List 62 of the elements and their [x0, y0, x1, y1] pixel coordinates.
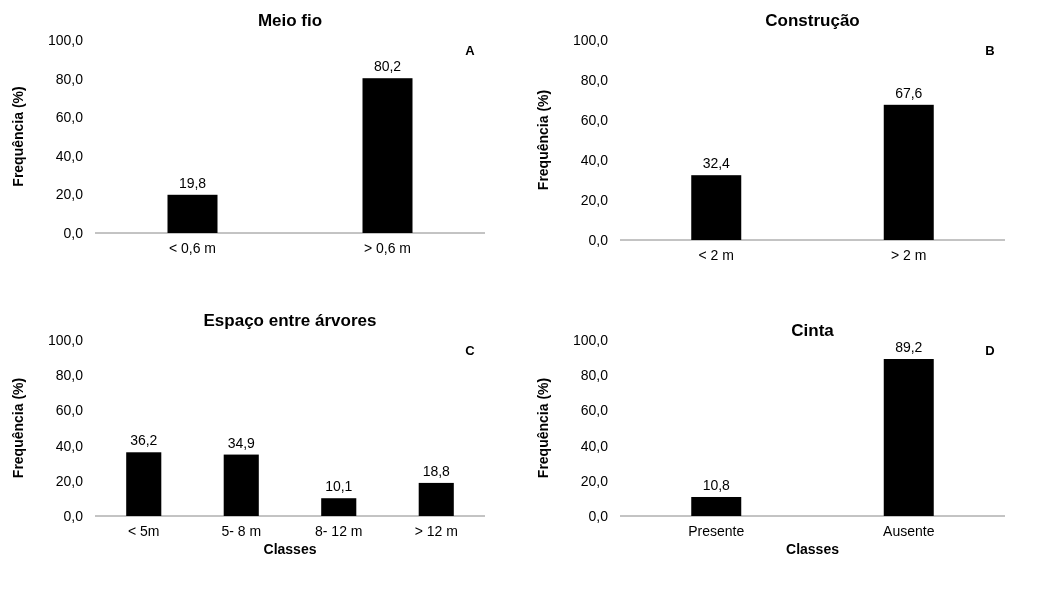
x-tick-label: < 2 m [698, 247, 734, 263]
y-tick-label: 20,0 [580, 192, 609, 208]
y-tick-label: 60,0 [55, 402, 84, 419]
y-tick-label: 0,0 [588, 232, 609, 248]
y-tick-label: 100,0 [572, 32, 609, 48]
y-tick-label: 80,0 [580, 367, 609, 384]
y-tick-label: 100,0 [572, 332, 609, 348]
bar [418, 482, 454, 516]
data-label: 10,1 [325, 478, 353, 495]
y-tick-label: 80,0 [580, 72, 609, 88]
x-tick-label: 5- 8 m [221, 523, 262, 539]
y-tick-label: 60,0 [55, 109, 84, 126]
data-label: 34,9 [227, 434, 256, 451]
data-label: 10,8 [702, 476, 731, 493]
x-tick-label: 8- 12 m [315, 523, 363, 539]
y-tick-label: 40,0 [55, 147, 84, 164]
data-label: 89,2 [895, 339, 923, 356]
bar [223, 454, 259, 516]
x-axis-title: Classes [263, 541, 317, 557]
data-label: 36,2 [130, 432, 158, 449]
y-tick-label: 40,0 [55, 437, 84, 454]
y-tick-label: 0,0 [63, 225, 84, 241]
x-tick-label: < 0,6 m [168, 240, 217, 256]
x-tick-label: > 2 m [891, 247, 927, 263]
annotation: A [465, 43, 476, 58]
annotation: D [985, 343, 995, 358]
chart-title: Cinta [791, 321, 835, 340]
y-tick-label: 20,0 [55, 186, 84, 203]
x-tick-label: < 5m [127, 523, 160, 539]
x-tick-label: > 12 m [414, 523, 458, 539]
chart-title: Meio fio [257, 11, 323, 30]
annotation: B [985, 43, 995, 58]
y-tick-label: 60,0 [580, 402, 609, 419]
chart-title: Construção [765, 11, 860, 30]
bar [126, 452, 162, 516]
bar [321, 498, 357, 516]
x-tick-label: > 0,6 m [363, 240, 412, 256]
data-label: 18,8 [422, 462, 451, 479]
y-tick-label: 0,0 [63, 508, 84, 524]
y-axis-title: Frequência (%) [535, 89, 551, 191]
annotation: C [465, 343, 476, 358]
chart-title: Espaço entre árvores [203, 311, 377, 330]
data-label: 67,6 [895, 84, 923, 101]
y-tick-label: 20,0 [55, 472, 84, 489]
y-axis-title: Frequência (%) [10, 377, 26, 479]
x-tick-label: Ausente [883, 523, 935, 539]
y-tick-label: 20,0 [580, 472, 609, 489]
y-tick-label: 40,0 [580, 437, 609, 454]
y-tick-label: 100,0 [47, 32, 84, 48]
y-tick-label: 60,0 [580, 112, 609, 128]
y-tick-label: 0,0 [588, 508, 609, 524]
y-tick-label: 80,0 [55, 367, 84, 384]
data-label: 19,8 [178, 174, 207, 191]
y-axis-title: Frequência (%) [10, 86, 26, 187]
x-axis-title: Classes [786, 541, 840, 557]
y-tick-label: 100,0 [47, 332, 84, 348]
x-tick-label: Presente [688, 523, 745, 539]
y-tick-label: 40,0 [580, 152, 609, 168]
y-axis-title: Frequência (%) [535, 377, 551, 479]
data-label: 80,2 [373, 58, 402, 75]
y-tick-label: 80,0 [55, 70, 84, 87]
data-label: 32,4 [702, 155, 731, 172]
